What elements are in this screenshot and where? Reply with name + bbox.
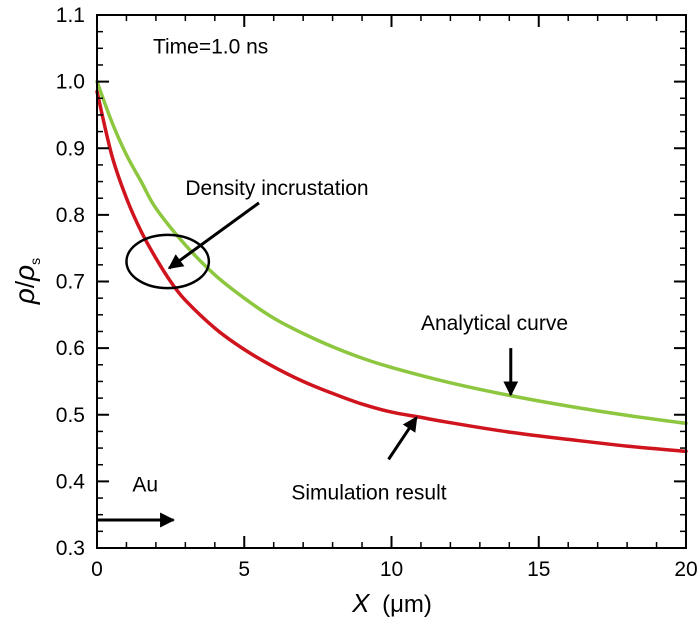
density-incrustation-circle (125, 233, 211, 290)
x-tick-label: 20 (674, 558, 697, 581)
y-axis-slash: / (10, 280, 40, 288)
y-tick-label: 0.9 (56, 137, 85, 160)
x-tick-label: 5 (238, 558, 250, 581)
x-axis-unit: (μm) (382, 591, 432, 617)
y-axis-rho: ρ (9, 288, 40, 305)
x-tick-label: 10 (380, 558, 403, 581)
y-tick-label: 0.8 (56, 204, 85, 227)
annotation-material: Au (132, 473, 158, 496)
y-tick-label: 0.3 (56, 537, 85, 560)
y-tick-label: 0.6 (56, 337, 85, 360)
y-axis-subscript: s (27, 258, 43, 265)
series-line-analytical (95, 79, 688, 426)
y-axis-rho-s: ρ (9, 265, 40, 282)
ticks-layer: 0 5 10 15 20 0.3 0.4 0.5 0.6 0.7 0.8 0.9 1.0 1.1 (56, 4, 698, 581)
y-tick-label: 0.7 (56, 271, 85, 294)
annotation-time: Time=1.0 ns (153, 36, 268, 59)
series-line-simulation (95, 89, 688, 454)
y-tick-label: 0.4 (56, 470, 86, 493)
x-tick-label: 15 (527, 558, 550, 581)
x-axis-title: X (μm) (351, 588, 432, 617)
annotation-arrow-density (167, 201, 260, 270)
annotation-arrow-simulation (387, 416, 418, 461)
annotation-analytical: Analytical curve (421, 312, 568, 335)
plot-frame (96, 14, 687, 549)
x-axis-variable: X (351, 588, 371, 617)
annotation-simulation: Simulation result (291, 481, 446, 504)
x-tick-label: 0 (91, 558, 103, 581)
annotation-density: Density incrustation (185, 177, 368, 200)
y-tick-label: 1.1 (56, 4, 85, 27)
annotation-layer: Time=1.0 ns Density incrustation Analytica… (97, 36, 568, 528)
y-tick-label: 1.0 (56, 71, 85, 94)
y-tick-label: 0.5 (56, 404, 85, 427)
series-layer (95, 79, 688, 454)
y-axis-title: ρ/ρs (9, 258, 43, 305)
